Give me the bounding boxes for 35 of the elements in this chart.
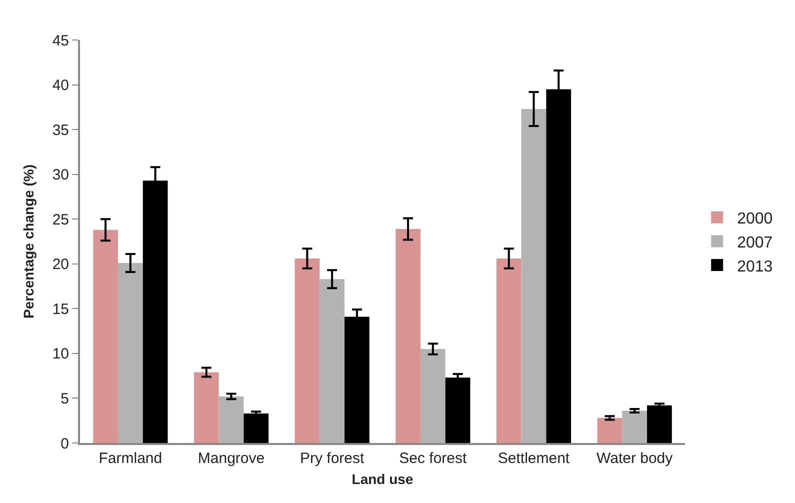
x-tick-label: Mangrove xyxy=(198,450,265,467)
y-tick-label: 15 xyxy=(52,300,69,318)
bar xyxy=(294,258,320,443)
bar xyxy=(218,396,244,443)
x-tick-label: Farmland xyxy=(98,450,162,467)
bar xyxy=(647,405,672,443)
x-axis-title: Land use xyxy=(352,470,414,487)
bar xyxy=(93,230,118,443)
y-tick-label: 25 xyxy=(52,211,69,228)
bar xyxy=(597,418,622,443)
bar xyxy=(244,413,269,443)
y-tick-label: 30 xyxy=(52,166,69,184)
legend-label: 2007 xyxy=(737,234,773,252)
bar xyxy=(496,258,522,443)
x-tick-label: Settlement xyxy=(498,450,570,467)
legend-label: 2000 xyxy=(737,210,773,228)
y-tick-label: 10 xyxy=(52,346,69,363)
y-tick-label: 0 xyxy=(60,435,69,452)
x-tick-label: Pry forest xyxy=(300,450,365,467)
x-tick-label: Water body xyxy=(596,450,674,467)
bar xyxy=(420,348,446,443)
bar xyxy=(320,279,345,443)
bar xyxy=(521,108,546,443)
y-tick-label: 45 xyxy=(52,32,69,50)
bar xyxy=(622,410,648,443)
y-tick-label: 20 xyxy=(52,256,69,274)
bar xyxy=(396,228,420,443)
y-tick-label: 5 xyxy=(60,390,69,408)
y-tick-label: 35 xyxy=(52,122,69,139)
x-tick-label: Sec forest xyxy=(399,450,468,467)
y-tick-label: 40 xyxy=(52,77,69,94)
legend-label: 2013 xyxy=(737,258,773,276)
y-axis-title: Percentage change (%) xyxy=(20,164,36,319)
bar xyxy=(194,372,219,443)
bar xyxy=(118,262,143,443)
